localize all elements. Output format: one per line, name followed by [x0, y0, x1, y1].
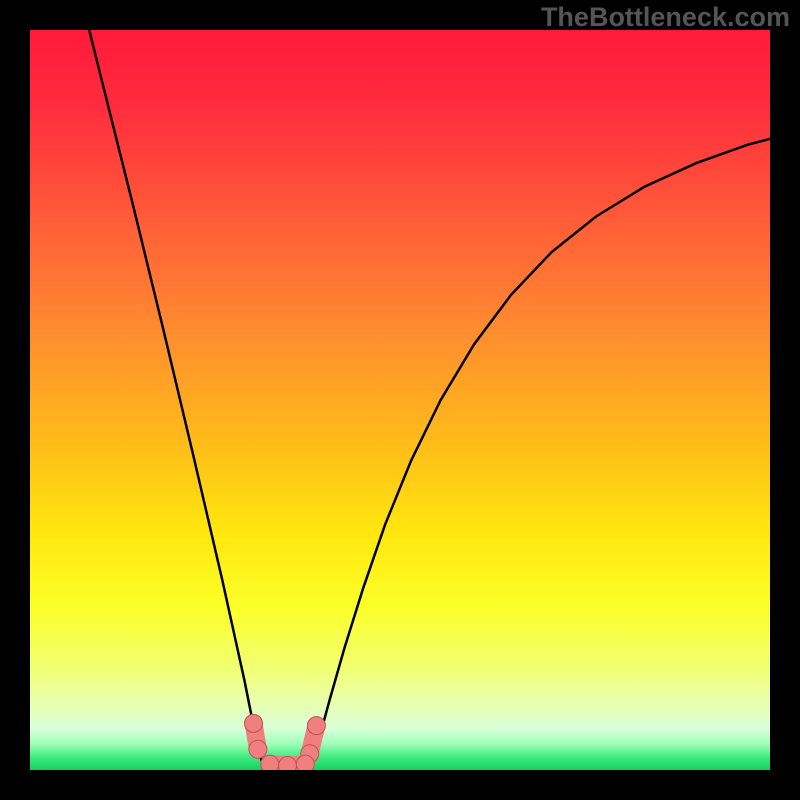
- chart-svg: [30, 30, 770, 770]
- marker-cluster-2: [261, 755, 315, 770]
- marker-dot: [261, 755, 279, 770]
- marker-dot: [307, 717, 325, 735]
- marker-dot: [244, 714, 262, 732]
- gradient-background: [30, 30, 770, 770]
- marker-dot: [249, 740, 267, 758]
- marker-dot: [279, 757, 297, 770]
- marker-dot: [296, 755, 314, 770]
- watermark-text: TheBottleneck.com: [541, 2, 790, 33]
- plot-area: [30, 30, 770, 770]
